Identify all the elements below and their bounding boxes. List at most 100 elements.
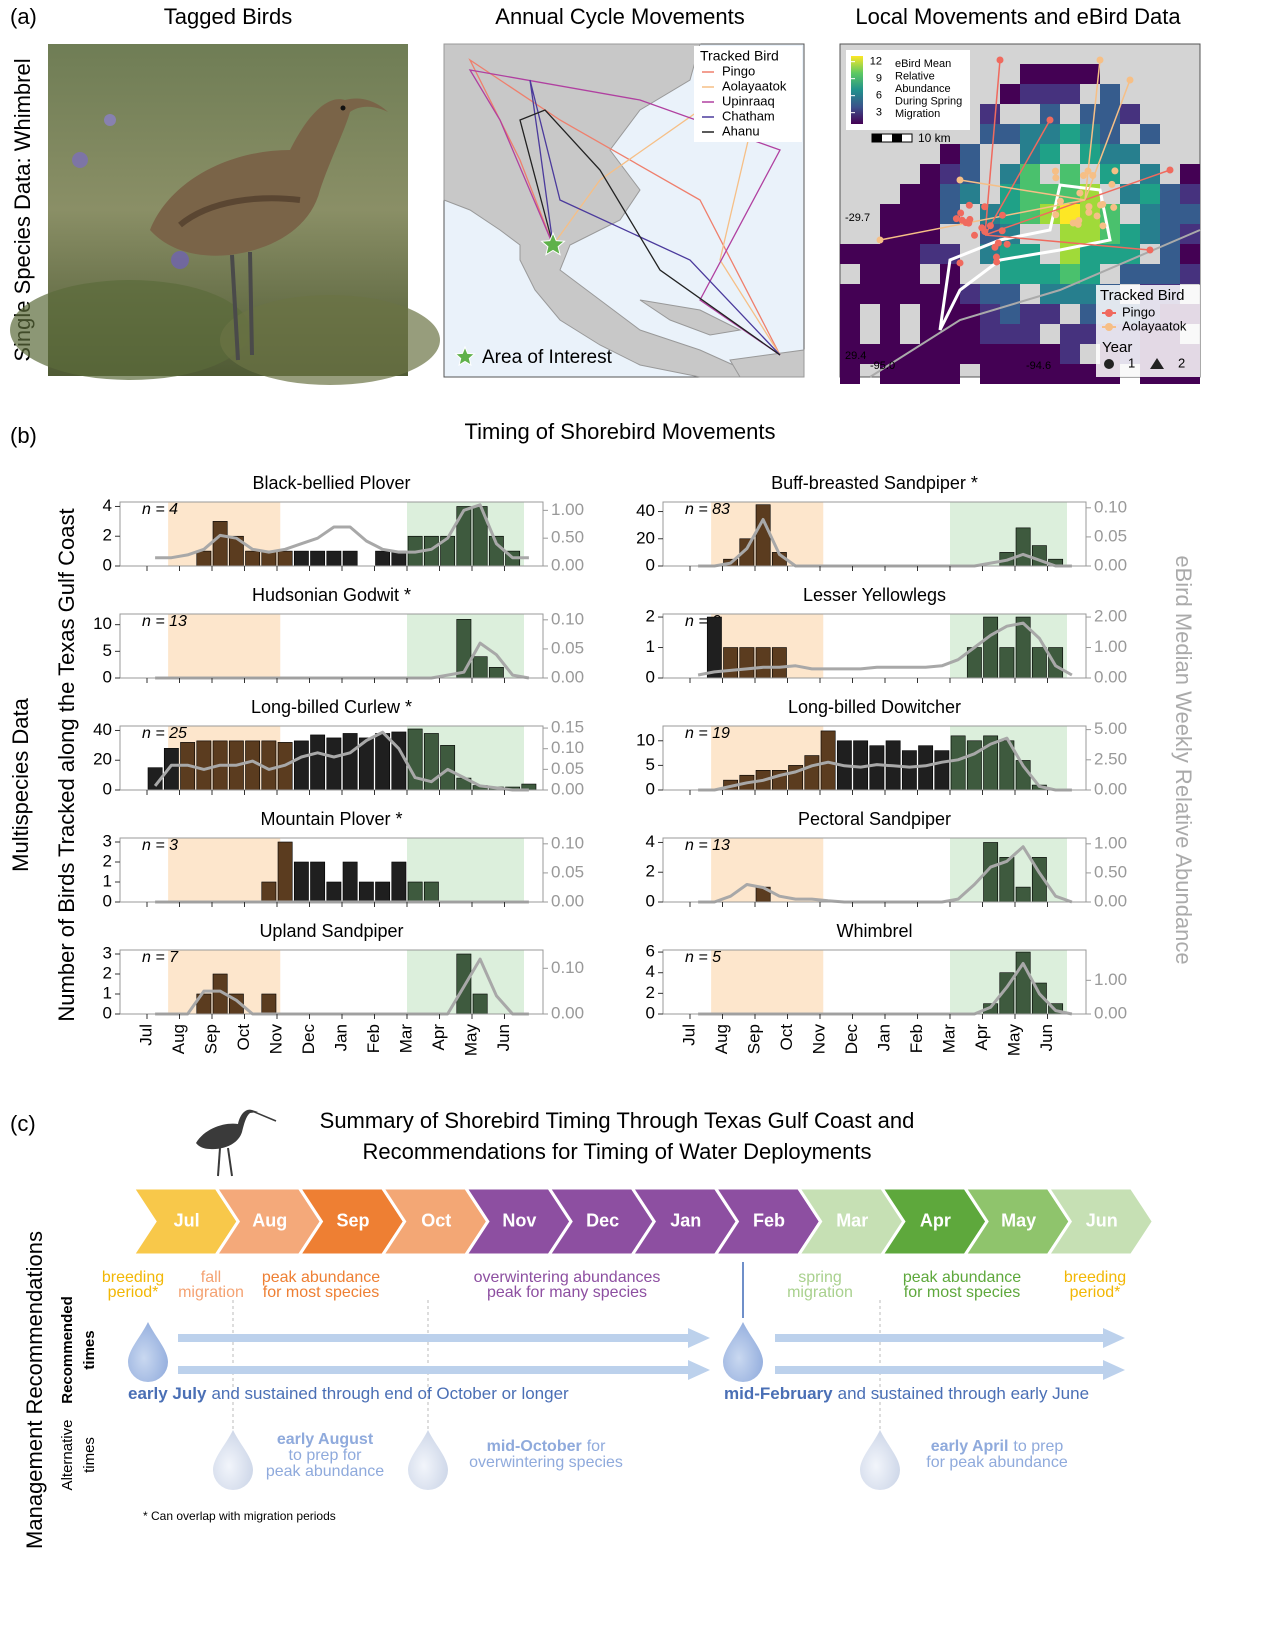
heat-cell [940,344,960,364]
recommendations: early Julyand sustained through end of O… [128,1384,1089,1403]
recommendation-text: and sustained through end of October or … [211,1384,569,1403]
heat-cell [880,244,900,264]
panel-a: (a) Single Species Data: Whimbrel Tagged… [10,4,1200,385]
n-label: n = 13 [142,613,187,630]
heat-cell [880,324,900,344]
row-label: times [81,1330,98,1369]
heat-cell [1180,204,1200,224]
legend-title: Year [1102,339,1132,356]
year-symbol [1104,359,1114,369]
heat-cell [1140,264,1160,284]
heat-cell [1060,64,1080,84]
y-tick-label: 3 [103,831,112,850]
y-tick-label: 2 [646,983,655,1002]
month-label: May [1001,1210,1036,1230]
bar [262,994,276,1014]
y-tick-label: 20 [93,750,112,769]
y-tick-label: 4 [103,496,112,515]
y-tick-label: 0 [646,779,655,798]
bar [870,746,884,790]
chart: Upland Sandpipern = 701230.000.10JulAugS… [103,921,585,1056]
y2-tick-label: 0.05 [1094,526,1127,545]
heat-cell [980,104,1000,124]
n-label: n = 19 [685,725,730,742]
bar [343,862,357,902]
y-tick-label: 0 [103,779,112,798]
season-label: for most species [904,1284,1020,1301]
chart: Mountain Plover *n = 301230.000.050.10 [103,809,585,911]
heat-cell [1100,164,1120,184]
month-label: Feb [753,1210,785,1230]
heat-cell [1040,144,1060,164]
y2-tick-label: 1.00 [1094,637,1127,656]
legend-label: Pingo [722,63,755,78]
recommendation-text: and sustained through early June [838,1384,1089,1403]
bar [376,551,390,566]
recommendation-bold: mid-February [724,1384,833,1403]
heat-cell [1040,264,1060,284]
legend-label: 2 [1178,355,1185,370]
bar [772,648,786,678]
heat-cell [920,344,940,364]
panel-title: Annual Cycle Movements [495,4,744,29]
bar [327,738,341,790]
bar [213,521,227,566]
y2-tick-label: 0.00 [1094,891,1127,910]
recommendation-bold: early July [128,1384,207,1403]
heat-cell [860,244,880,264]
local-map: 12963 eBird MeanRelativeAbundanceDuring … [840,44,1200,384]
chart-title: Upland Sandpiper [259,921,403,941]
legend-swatch [1105,323,1113,331]
y2-tick-label: 0.05 [551,759,584,778]
range-map: Tracked Bird PingoAolayaatokUpinraaqChat… [444,44,804,377]
heat-cell [1020,324,1040,344]
location [1047,117,1054,124]
bar [311,551,325,566]
y-tick-label: 5 [646,755,655,774]
month-label: Jan [670,1210,701,1230]
x-tick-label: Sep [744,1024,763,1054]
n-label: n = 25 [142,725,187,742]
location [997,57,1004,64]
y-tick-label: 0 [103,891,112,910]
location [978,224,985,231]
location [1167,167,1174,174]
location [1094,212,1101,219]
heat-cell [1000,264,1020,284]
alternative-bold: early April [931,1438,1009,1455]
month-label: Mar [836,1210,868,1230]
heat-cell [1140,124,1160,144]
heat-cell [920,184,940,204]
chart-title: Mountain Plover * [260,809,402,829]
heat-cell [920,304,940,324]
heat-cell [1160,204,1180,224]
y2-tick-label: 5.00 [1094,719,1127,738]
heat-cell [920,244,940,264]
y-tick-label: 0 [646,1003,655,1022]
panel-c: (c) Summary of Shorebird Timing Through … [10,1108,1153,1549]
heat-cell [1120,144,1140,164]
y2-tick-label: 0.00 [551,779,584,798]
heat-cell [1160,224,1180,244]
y2-tick-label: 0.00 [551,555,584,574]
chart-title: Black-bellied Plover [252,473,410,493]
heat-cell [1060,84,1080,104]
location [1099,222,1106,229]
location [993,258,1000,265]
y2-axis-title: eBird Median Weekly Relative Abundance [1171,555,1196,964]
x-tick-label: Aug [712,1024,731,1054]
heat-cell [1080,104,1100,124]
y-tick-label: 1 [103,871,112,890]
bar [359,882,373,902]
heat-cell [1020,304,1040,324]
season-label: for most species [263,1284,379,1301]
bar [294,862,308,902]
chart-title: Pectoral Sandpiper [798,809,951,829]
heat-cell [1180,184,1200,204]
heat-cell [1000,324,1020,344]
heat-cell [840,324,860,344]
legend-title: Tracked Bird [1100,287,1184,304]
y2-tick-label: 0.50 [551,528,584,547]
